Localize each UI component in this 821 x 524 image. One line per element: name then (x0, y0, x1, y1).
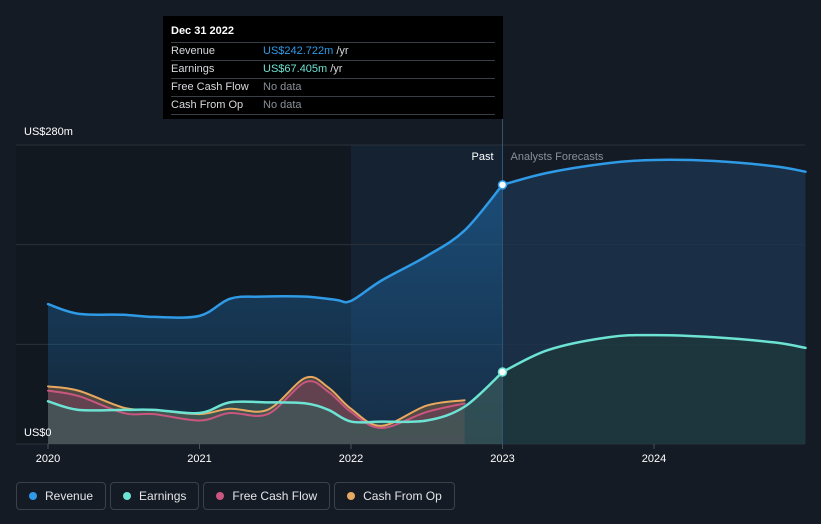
legend-earnings-toggle[interactable]: Earnings (110, 482, 200, 510)
cash-from-op-dot-icon (347, 492, 356, 500)
revenue-point-marker (497, 180, 508, 190)
legend-revenue-toggle[interactable]: Revenue (16, 482, 107, 510)
legend-label: Cash From Op (363, 489, 442, 503)
tooltip-row-cash-from-op: Cash From Op No data (171, 96, 495, 115)
free-cash-flow-line (47, 380, 466, 429)
series-areas (48, 159, 806, 445)
earnings-forecast-line (501, 333, 807, 374)
y-axis-min-label: US$0 (24, 427, 52, 439)
x-tick-label: 2021 (187, 453, 211, 465)
forecast-label: Analysts Forecasts (511, 151, 604, 163)
tooltip-date: Dec 31 2022 (171, 25, 234, 37)
tooltip-value: No data (263, 81, 302, 93)
legend-label: Free Cash Flow (232, 489, 318, 503)
tooltip-label: Cash From Op (171, 99, 244, 111)
x-axis-ticks: 2020 2021 2022 2023 2024 (36, 444, 666, 465)
legend-cash-from-op-toggle[interactable]: Cash From Op (334, 482, 455, 510)
tooltip-unit: /yr (330, 63, 343, 75)
revenue-line (46, 183, 504, 319)
hover-markers (497, 180, 508, 377)
hover-tooltip: Dec 31 2022 Revenue US$242.722m /yr Earn… (163, 16, 503, 119)
y-axis-max-label: US$280m (24, 126, 73, 138)
revenue-forecast-line (501, 158, 807, 187)
legend-label: Revenue (45, 489, 94, 503)
tooltip-row-revenue: Revenue US$242.722m /yr (171, 42, 495, 60)
free-cash-flow-dot-icon (216, 492, 225, 500)
earnings-point-marker (497, 367, 508, 377)
tooltip-value: US$242.722m (263, 45, 334, 57)
past-label: Past (471, 151, 493, 163)
earnings-forecast-area (502, 335, 806, 444)
revenue-area (48, 184, 503, 445)
chart-legend: Revenue Earnings Free Cash Flow Cash Fro… (16, 482, 455, 512)
revenue-dot-icon (29, 492, 37, 500)
x-tick-label: 2022 (339, 453, 363, 465)
tooltip-label: Free Cash Flow (171, 81, 249, 93)
tooltip-label: Revenue (171, 45, 216, 57)
tooltip-unit: /yr (336, 45, 349, 57)
tooltip-value: No data (263, 99, 302, 111)
cash-from-op-line (47, 375, 466, 427)
tooltip-row-earnings: Earnings US$67.405m /yr (171, 60, 495, 78)
legend-label: Earnings (139, 489, 187, 503)
x-tick-label: 2023 (490, 453, 514, 465)
series-lines (46, 158, 807, 429)
tooltip-value: US$67.405m (263, 63, 328, 75)
tooltip-label: Earnings (171, 63, 215, 75)
tooltip-row-free-cash-flow: Free Cash Flow No data (171, 78, 495, 96)
earnings-dot-icon (123, 492, 132, 500)
earnings-line (46, 370, 504, 424)
x-tick-label: 2020 (36, 453, 60, 465)
x-tick-label: 2024 (642, 453, 666, 465)
legend-free-cash-flow-toggle[interactable]: Free Cash Flow (203, 482, 331, 510)
